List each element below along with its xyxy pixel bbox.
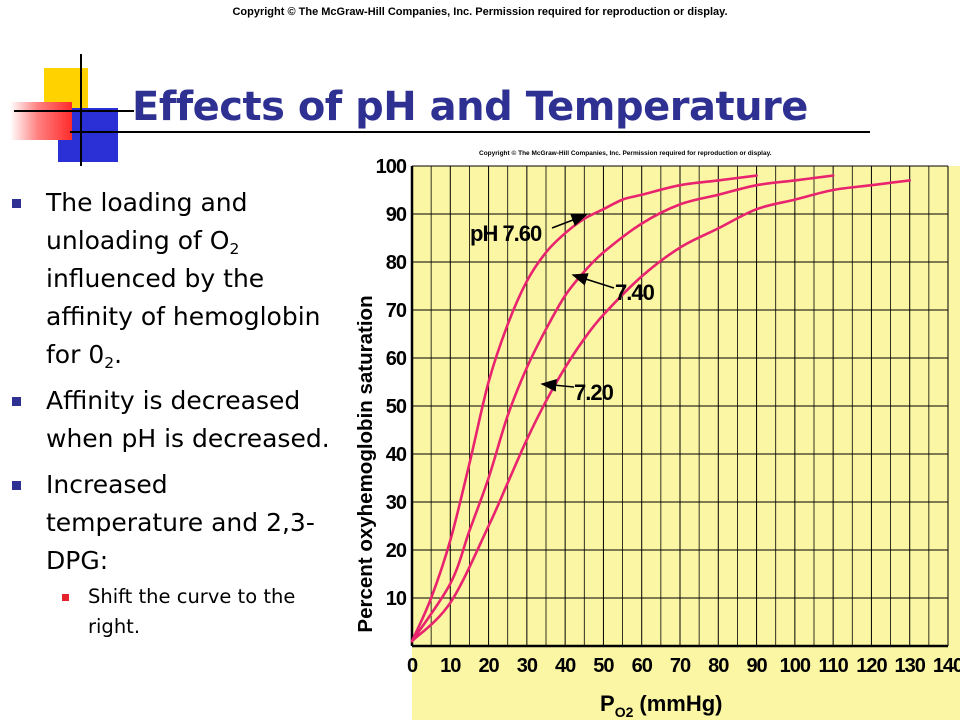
- bullet-text-post: influenced by the affinity of hemoglobin…: [46, 264, 321, 369]
- x-tick-label: 60: [632, 655, 653, 677]
- annotation-arrow-0: [551, 214, 588, 229]
- bullet-item-affinity: Affinity is decreased when pH is decreas…: [12, 382, 332, 458]
- annotation-label-2: 7.20: [574, 380, 614, 405]
- y-tick-label: 50: [386, 396, 407, 418]
- sub-bullet-item-shift: Shift the curve to the right.: [62, 582, 328, 642]
- curve-series-0: [410, 174, 758, 643]
- bullet-text-end: .: [114, 340, 123, 369]
- chart-svg: Copyright © The McGraw-Hill Companies, I…: [354, 149, 960, 720]
- y-tick-label: 30: [386, 492, 407, 514]
- bullet-square-icon: [12, 397, 21, 406]
- chart-copyright: Copyright © The McGraw-Hill Companies, I…: [479, 149, 772, 157]
- x-tick-label: 130: [895, 655, 926, 677]
- title-underline: [70, 131, 870, 133]
- oxyhemoglobin-chart: Copyright © The McGraw-Hill Companies, I…: [338, 142, 960, 720]
- x-tick-label: 20: [478, 655, 499, 677]
- x-axis-label: PO2 (mmHg): [600, 691, 722, 720]
- curve-series-1: [410, 174, 835, 643]
- bullet-text: Increased temperature and 2,3-DPG:: [46, 470, 315, 575]
- annotation-arrow-1: [571, 273, 615, 289]
- sub-bullet-text: Shift the curve to the right.: [88, 585, 296, 638]
- x-tick-label: 140: [933, 655, 960, 677]
- bullet-item-temperature: Increased temperature and 2,3-DPG:: [12, 466, 332, 580]
- y-axis-label: Percent oxyhemoglobin saturation: [354, 295, 377, 632]
- bullet-item-loading: The loading and unloading of O2 influenc…: [12, 184, 332, 374]
- annotation-label-1: 7.40: [615, 280, 655, 305]
- x-tick-label: 120: [856, 655, 887, 677]
- x-tick-label: 110: [819, 655, 849, 677]
- bullet-subscript-2: 2: [104, 353, 115, 372]
- x-tick-label: 10: [440, 655, 461, 677]
- bullet-square-icon: [12, 199, 21, 208]
- chart-background: [412, 166, 960, 720]
- bullet-subscript: 2: [229, 239, 240, 258]
- y-tick-label: 40: [386, 444, 407, 466]
- x-tick-label: 100: [780, 655, 811, 677]
- x-tick-label: 90: [746, 655, 767, 677]
- annotations: pH 7.60 7.40 7.20: [470, 214, 656, 405]
- y-tick-label: 20: [386, 540, 407, 562]
- y-tick-label: 10: [386, 588, 407, 610]
- slide-logo-decoration: [0, 50, 140, 170]
- x-tick-label: 70: [670, 655, 691, 677]
- curve-series-2: [410, 179, 912, 643]
- x-axis-label-main: P: [600, 691, 615, 716]
- x-axis-label-unit: (mmHg): [639, 691, 722, 716]
- bullet-square-icon: [12, 481, 21, 490]
- sub-bullet-square-icon: [62, 594, 69, 601]
- bullet-list: The loading and unloading of O2 influenc…: [12, 184, 332, 642]
- y-tick-label: 60: [386, 348, 407, 370]
- y-tick-label: 80: [386, 252, 407, 274]
- x-tick-label: 0: [407, 655, 418, 677]
- grid: [410, 165, 949, 648]
- x-tick-label: 50: [593, 655, 614, 677]
- tick-labels: 0 10 20 30 40 50 60 70 80 90 100 110 120 130 140 10 20 30…: [376, 156, 960, 677]
- bullet-text-pre: The loading and unloading of O: [46, 188, 248, 255]
- x-tick-label: 30: [517, 655, 538, 677]
- slide-title: Effects of pH and Temperature: [132, 84, 808, 130]
- x-tick-label: 80: [708, 655, 729, 677]
- annotation-arrow-2: [540, 378, 575, 392]
- bullet-text: Affinity is decreased when pH is decreas…: [46, 386, 330, 453]
- annotation-label-0: pH 7.60: [470, 221, 542, 246]
- y-tick-label: 100: [376, 156, 407, 178]
- x-axis-label-sub: O2: [615, 704, 634, 720]
- curves: [410, 174, 912, 643]
- copyright-notice: Copyright © The McGraw-Hill Companies, I…: [232, 6, 728, 18]
- x-tick-label: 40: [555, 655, 576, 677]
- y-tick-label: 70: [386, 300, 407, 322]
- y-tick-label: 90: [386, 204, 407, 226]
